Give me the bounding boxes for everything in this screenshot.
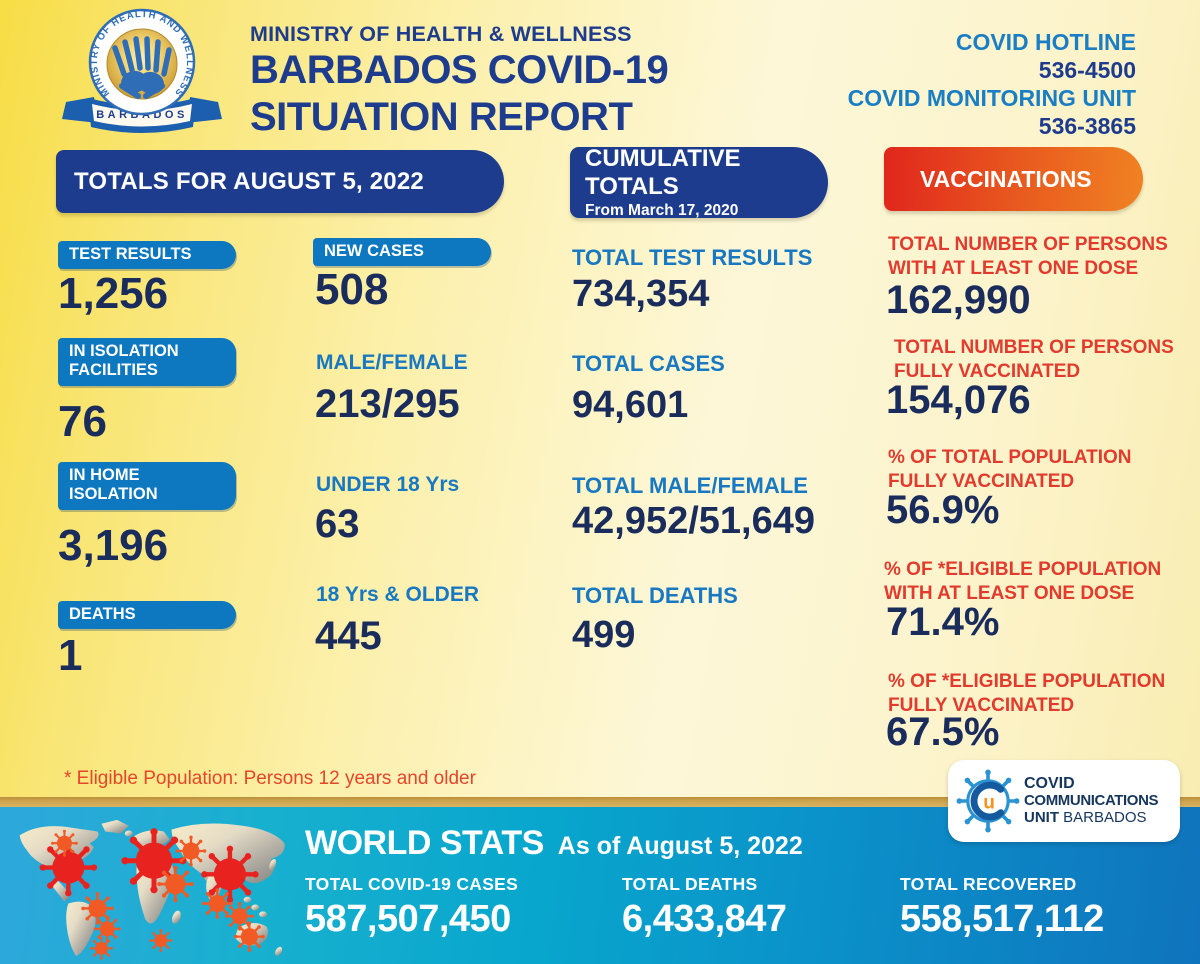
cumulative-totals-title: CUMULATIVE TOTALS (585, 145, 741, 200)
fully-vaccinated-label: TOTAL NUMBER OF PERSONS FULLY VACCINATED (894, 337, 1174, 382)
one-dose-value: 162,990 (886, 278, 1031, 322)
ccu-line-2: COMMUNICATIONS (1024, 792, 1159, 810)
ccu-virus-icon: u (956, 769, 1020, 833)
ministry-of-health-logo: BARBADOS MINISTRY OF HEALTH AND WELLNESS (62, 8, 222, 133)
cumulative-totals-subtitle: From March 17, 2020 (585, 202, 739, 219)
cumulative-totals-header: CUMULATIVE TOTALS From March 17, 2020 (570, 145, 828, 219)
deaths-value: 1 (58, 631, 83, 680)
new-cases-label: NEW CASES (313, 238, 491, 267)
total-test-results-value: 734,354 (572, 273, 710, 315)
title-line-2: SITUATION REPORT (250, 95, 633, 139)
covid-communications-unit-logo: u COVID COMMUNICATIONS UNIT BARBADOS (948, 760, 1180, 842)
pct-total-fully-label: % OF TOTAL POPULATION FULLY VACCINATED (888, 447, 1132, 492)
covid-hotline-label: COVID HOTLINE (955, 29, 1136, 55)
world-map-graphic (19, 819, 285, 960)
fully-vaccinated-value: 154,076 (886, 378, 1031, 422)
vaccinations-header: VACCINATIONS (884, 147, 1143, 211)
world-total-deaths-label: TOTAL DEATHS (622, 874, 758, 894)
home-isolation-value: 3,196 (58, 521, 169, 570)
ccu-line-3: UNIT BARBADOS (1024, 808, 1147, 826)
new-cases-value: 508 (315, 265, 389, 314)
home-isolation-label: IN HOME ISOLATION (58, 462, 236, 510)
world-total-recovered-value: 558,517,112 (900, 898, 1104, 940)
pct-total-fully-value: 56.9% (886, 488, 1000, 532)
page-title: MINISTRY OF HEALTH & WELLNESS BARBADOS C… (250, 22, 669, 141)
pct-eligible-fully-value: 67.5% (886, 710, 1000, 754)
world-stats-heading: WORLD STATS (305, 824, 544, 862)
world-total-recovered-label: TOTAL RECOVERED (900, 874, 1077, 894)
total-cases-label: TOTAL CASES (572, 351, 725, 376)
covid-hotline-number: 536-4500 (1038, 57, 1136, 83)
gold-divider (0, 797, 1200, 807)
world-total-deaths-value: 6,433,847 (622, 898, 787, 940)
over-18-label: 18 Yrs & OLDER (316, 583, 480, 606)
world-total-recovered: TOTAL RECOVERED 558,517,112 (900, 874, 1104, 941)
male-female-label: MALE/FEMALE (316, 351, 468, 374)
title-line-1: BARBADOS COVID-19 (250, 48, 669, 92)
total-male-female-value: 42,952/51,649 (572, 500, 816, 542)
monitoring-unit-number: 536-3865 (1038, 113, 1136, 139)
ccu-line-1: COVID (1024, 775, 1075, 793)
world-stats-title: WORLD STATS As of August 5, 2022 (305, 824, 803, 863)
world-total-cases: TOTAL COVID-19 CASES 587,507,450 (305, 874, 518, 941)
svg-text:u: u (983, 792, 995, 813)
over-18-value: 445 (315, 614, 382, 658)
eligible-population-footnote: * Eligible Population: Persons 12 years … (64, 768, 476, 789)
ministry-name: MINISTRY OF HEALTH & WELLNESS (250, 22, 632, 46)
total-male-female-label: TOTAL MALE/FEMALE (572, 473, 808, 498)
hotline-block: COVID HOTLINE 536-4500 COVID MONITORING … (848, 28, 1136, 140)
test-results-value: 1,256 (58, 269, 169, 318)
pct-eligible-one-dose-value: 71.4% (886, 600, 1000, 644)
one-dose-label: TOTAL NUMBER OF PERSONS WITH AT LEAST ON… (888, 234, 1168, 279)
world-total-cases-label: TOTAL COVID-19 CASES (305, 874, 519, 894)
daily-totals-header: TOTALS FOR AUGUST 5, 2022 (56, 150, 504, 213)
under-18-label: UNDER 18 Yrs (316, 473, 460, 496)
deaths-label: DEATHS (58, 601, 236, 630)
world-total-cases-value: 587,507,450 (305, 898, 511, 940)
under-18-value: 63 (315, 502, 360, 546)
total-deaths-value: 499 (572, 614, 636, 656)
total-test-results-label: TOTAL TEST RESULTS (572, 245, 813, 270)
world-stats-as-of: As of August 5, 2022 (557, 832, 803, 860)
world-total-deaths: TOTAL DEATHS 6,433,847 (622, 874, 787, 941)
monitoring-unit-label: COVID MONITORING UNIT (847, 85, 1136, 111)
total-deaths-label: TOTAL DEATHS (572, 583, 738, 608)
male-female-value: 213/295 (315, 382, 460, 426)
isolation-facilities-value: 76 (58, 397, 107, 446)
isolation-facilities-label: IN ISOLATION FACILITIES (58, 338, 236, 386)
total-cases-value: 94,601 (572, 384, 689, 426)
pct-eligible-fully-label: % OF *ELIGIBLE POPULATION FULLY VACCINAT… (888, 671, 1166, 716)
pct-eligible-one-dose-label: % OF *ELIGIBLE POPULATION WITH AT LEAST … (884, 559, 1162, 604)
ccu-text: COVID COMMUNICATIONS UNIT BARBADOS (1024, 775, 1159, 827)
test-results-label: TEST RESULTS (58, 241, 236, 270)
